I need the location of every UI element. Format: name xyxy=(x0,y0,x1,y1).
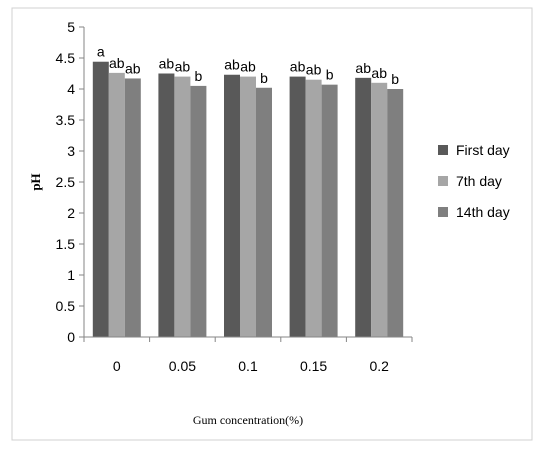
legend: First day 7th day 14th day xyxy=(438,142,510,220)
bar xyxy=(108,72,125,337)
bar xyxy=(371,82,388,337)
bar-significance-label: ab xyxy=(125,60,141,76)
y-tick-label: 4 xyxy=(67,81,75,97)
bar xyxy=(256,87,272,337)
x-axis-label: Gum concentration(%) xyxy=(193,413,303,427)
bar-significance-label: b xyxy=(260,70,268,86)
legend-label: 7th day xyxy=(456,173,502,189)
bars xyxy=(92,61,404,338)
bar xyxy=(355,77,372,337)
y-tick-label: 3.5 xyxy=(56,112,76,128)
bar xyxy=(158,73,175,337)
bar-significance-label: ab xyxy=(224,57,240,73)
x-tick-label: 0.15 xyxy=(300,358,327,374)
y-tick-label: 3 xyxy=(67,143,75,159)
y-tick-label: 0 xyxy=(67,329,75,345)
bar-significance-label: b xyxy=(195,68,203,84)
bar xyxy=(224,74,240,338)
legend-swatch xyxy=(438,145,448,155)
x-tick-label: 0.1 xyxy=(238,358,258,374)
legend-swatch xyxy=(438,176,448,186)
bar-significance-label: ab xyxy=(159,56,175,72)
legend-swatch xyxy=(438,207,448,217)
bar xyxy=(305,79,322,337)
x-axis-ticks: 0 0.05 0.1 0.15 0.2 xyxy=(83,337,413,374)
bar-significance-label: ab xyxy=(175,59,191,75)
x-tick-label: 0.2 xyxy=(369,358,389,374)
y-tick-label: 2 xyxy=(67,205,75,221)
legend-label: First day xyxy=(456,142,510,158)
bar xyxy=(289,76,306,337)
y-axis-ticks: 0 0.5 1 1.5 2 2.5 3 3.5 4 4.5 5 xyxy=(56,19,84,345)
bar xyxy=(92,61,109,337)
legend-label: 14th day xyxy=(456,204,510,220)
bar-significance-label: ab xyxy=(109,55,125,71)
bar-significance-label: b xyxy=(326,67,334,83)
y-tick-label: 2.5 xyxy=(56,174,76,190)
bar-significance-label: ab xyxy=(290,59,306,75)
bar xyxy=(190,85,207,338)
bar xyxy=(321,84,338,337)
y-tick-label: 4.5 xyxy=(56,50,76,66)
bar-significance-label: ab xyxy=(306,62,322,78)
bar-significance-label: b xyxy=(391,71,399,87)
bar-significance-label: a xyxy=(97,44,105,60)
bar-significance-label: ab xyxy=(355,60,371,76)
y-tick-label: 1 xyxy=(67,267,75,283)
bar-significance-label: ab xyxy=(371,65,387,81)
bar xyxy=(174,76,191,337)
x-tick-label: 0 xyxy=(113,358,121,374)
y-tick-label: 1.5 xyxy=(56,236,76,252)
bar xyxy=(387,89,404,337)
y-tick-label: 0.5 xyxy=(56,298,76,314)
y-axis-label: pH xyxy=(28,173,43,190)
y-tick-label: 5 xyxy=(67,19,75,35)
bar-significance-label: ab xyxy=(240,59,256,75)
bar xyxy=(240,76,256,337)
x-tick-label: 0.05 xyxy=(169,358,196,374)
bar xyxy=(124,78,141,338)
